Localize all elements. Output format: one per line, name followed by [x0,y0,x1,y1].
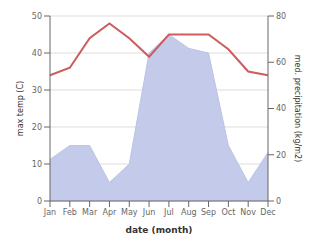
svg-text:max temp (C): max temp (C) [16,81,25,136]
svg-text:0: 0 [37,197,42,206]
svg-text:Aug: Aug [181,208,197,217]
svg-text:Mar: Mar [82,208,98,217]
svg-text:Oct: Oct [221,208,235,217]
svg-text:80: 80 [276,12,286,21]
svg-text:Jul: Jul [163,208,174,217]
svg-text:50: 50 [32,12,42,21]
svg-text:40: 40 [276,104,286,113]
svg-text:Nov: Nov [240,208,256,217]
svg-text:20: 20 [276,151,286,160]
svg-text:May: May [121,208,138,217]
svg-text:Apr: Apr [103,208,118,217]
svg-text:20: 20 [32,123,42,132]
svg-text:40: 40 [32,49,42,58]
svg-text:10: 10 [32,160,42,169]
svg-text:0: 0 [276,197,281,206]
svg-text:Dec: Dec [260,208,275,217]
svg-text:Sep: Sep [201,208,216,217]
svg-text:Feb: Feb [63,208,77,217]
svg-text:30: 30 [32,86,42,95]
svg-text:med. precipitation (kg/m2): med. precipitation (kg/m2) [293,55,302,162]
svg-text:Jan: Jan [43,208,56,217]
svg-text:60: 60 [276,58,286,67]
svg-text:date (month): date (month) [126,225,193,235]
svg-text:Jun: Jun [142,208,156,217]
